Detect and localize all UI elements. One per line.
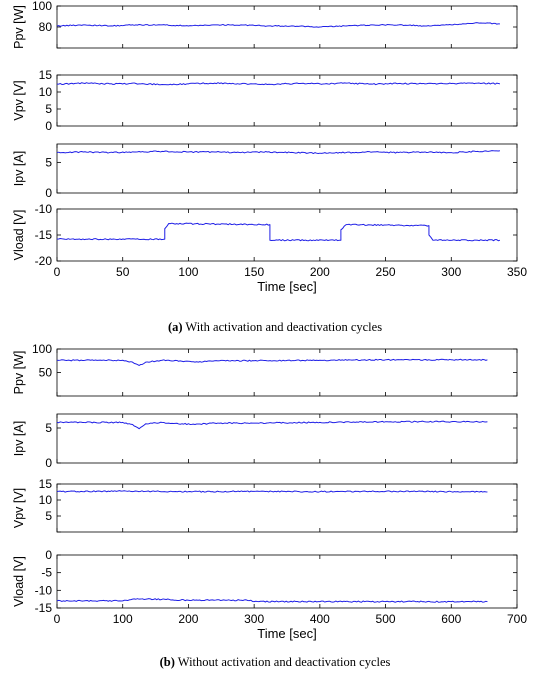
x-tick-label: 700	[507, 612, 527, 626]
x-tick-label: 600	[441, 612, 461, 626]
y-tick-label: 15	[39, 68, 53, 82]
series-line	[56, 490, 488, 493]
y-axis-label: Vpv [V]	[12, 488, 26, 528]
y-tick-label: 100	[32, 342, 52, 356]
caption-a-label: (a)	[168, 320, 183, 334]
x-tick-label: 50	[116, 265, 130, 279]
axes-frame	[56, 483, 518, 533]
series-line	[56, 598, 488, 603]
subplot-a-3: 0 5 Ipv [A]	[12, 143, 518, 200]
caption-b: (b) Without activation and deactivation …	[160, 655, 391, 669]
y-tick-label: -10	[35, 202, 53, 216]
y-tick-label: 0	[45, 548, 52, 562]
y-tick-label: -5	[41, 566, 52, 580]
y-tick-label: 10	[39, 85, 53, 99]
series-line	[56, 82, 501, 86]
y-tick-label: -15	[35, 601, 53, 615]
x-tick-label: 100	[113, 612, 133, 626]
series-line	[56, 150, 500, 155]
subplot-b-1: 50 100 Ppv [W]	[12, 342, 518, 397]
x-tick-label: 0	[54, 265, 61, 279]
subplot-b-4: -15 -10 -5 0 0 100 200 300 400 500 600 700 Vload [V]…	[12, 548, 527, 641]
x-axis-label: Time [sec]	[257, 626, 316, 641]
y-tick-label: 5	[45, 421, 52, 435]
caption-b-text: Without activation and deactivation cycl…	[175, 655, 391, 669]
caption-a-text: With activation and deactivation cycles	[183, 320, 383, 334]
x-tick-label: 300	[441, 265, 461, 279]
axes-frame	[56, 348, 518, 397]
series-line	[56, 420, 488, 430]
y-axis-label: Ipv [A]	[12, 421, 26, 456]
caption-b-label: (b)	[160, 655, 175, 669]
y-tick-label: 5	[45, 509, 52, 523]
y-axis-label: Vload [V]	[12, 556, 26, 607]
y-tick-label: -10	[35, 583, 53, 597]
y-axis-label: Vpv [V]	[12, 80, 26, 120]
x-tick-label: 200	[310, 265, 330, 279]
axes-frame	[56, 5, 518, 49]
y-axis-label: Ppv [W]	[12, 5, 26, 49]
y-tick-label: 0	[45, 119, 52, 133]
subplot-b-2: 0 5 Ipv [A]	[12, 413, 518, 470]
x-tick-label: 350	[507, 265, 527, 279]
y-tick-label: 5	[45, 102, 52, 116]
subplot-a-2: 0 5 10 15 Vpv [V]	[12, 68, 518, 133]
series-line	[56, 22, 500, 28]
x-tick-label: 150	[244, 265, 264, 279]
axes-frame	[56, 208, 518, 262]
y-tick-label: 15	[39, 477, 53, 491]
axes-frame	[56, 413, 518, 464]
x-tick-label: 300	[244, 612, 264, 626]
y-tick-label: -15	[35, 228, 53, 242]
x-tick-label: 500	[376, 612, 396, 626]
y-tick-label: 5	[45, 155, 52, 169]
x-tick-label: 100	[178, 265, 198, 279]
y-axis-label: Ppv [W]	[12, 351, 26, 395]
x-tick-label: 400	[310, 612, 330, 626]
x-tick-label: 0	[54, 612, 61, 626]
axes-frame	[56, 554, 518, 609]
subplot-a-1: 80 100 Ppv [W]	[12, 0, 518, 49]
x-axis-label: Time [sec]	[257, 279, 316, 294]
y-tick-label: 0	[45, 186, 52, 200]
x-tick-label: 250	[376, 265, 396, 279]
y-tick-label: 100	[32, 0, 52, 13]
subplot-b-3: 5 10 15 Vpv [V]	[12, 477, 518, 533]
series-line	[56, 358, 488, 366]
series-line	[56, 222, 501, 242]
y-axis-label: Ipv [A]	[12, 151, 26, 186]
y-tick-label: 10	[39, 493, 53, 507]
y-tick-label: 0	[45, 456, 52, 470]
y-tick-label: 80	[39, 20, 53, 34]
x-tick-label: 200	[178, 612, 198, 626]
axes-frame	[56, 143, 518, 194]
y-axis-label: Vload [V]	[12, 210, 26, 261]
y-tick-label: 50	[39, 366, 53, 380]
y-tick-label: -20	[35, 254, 53, 268]
caption-a: (a) With activation and deactivation cyc…	[168, 320, 382, 334]
axes-frame	[56, 74, 518, 127]
subplot-a-4: -20 -15 -10 0 50 100 150 200 250 300 350 Vload [V] T…	[12, 202, 527, 294]
